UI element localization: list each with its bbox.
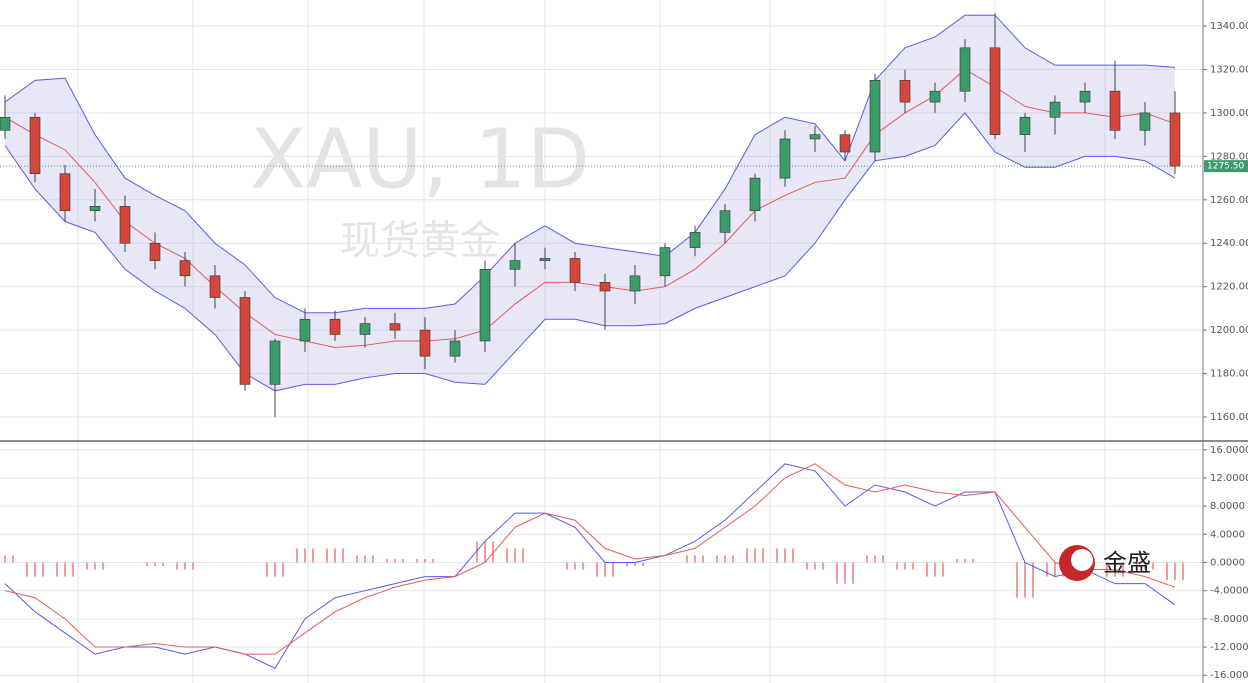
candle-body <box>119 206 131 244</box>
last-price-label: 1275.50 <box>1207 162 1244 172</box>
candle-body <box>209 275 221 298</box>
candle-body <box>809 134 821 140</box>
candle-body <box>629 275 641 292</box>
y-tick-label: 1280.00 <box>1210 151 1248 162</box>
y-tick-label: 1340.00 <box>1210 21 1248 32</box>
candle-body <box>239 297 251 385</box>
candle-body <box>719 210 731 233</box>
y-tick-label: 4.0000 <box>1210 529 1245 540</box>
bollinger-fill <box>5 15 1175 391</box>
candle-body <box>419 329 431 357</box>
candle-body <box>299 318 311 342</box>
candle-body <box>569 258 581 283</box>
candle-body <box>59 173 71 211</box>
candle-body <box>89 206 101 211</box>
candle-body <box>479 268 491 342</box>
watermark-subtitle: 现货黄金 <box>340 218 500 264</box>
macd-line <box>4 463 1176 669</box>
candle-body <box>839 134 851 153</box>
y-tick-label: 1300.00 <box>1210 108 1248 119</box>
candle-body <box>1049 101 1061 118</box>
y-tick-label: 1160.00 <box>1210 412 1248 423</box>
candle-body <box>509 260 521 270</box>
candle-body <box>269 340 281 385</box>
candle-body <box>749 177 761 211</box>
y-tick-label: -8.0000 <box>1210 614 1248 625</box>
watermark-title: XAU, 1D <box>250 112 590 207</box>
y-tick-label: 1220.00 <box>1210 282 1248 293</box>
y-tick-label: 1260.00 <box>1210 195 1248 206</box>
candle-body <box>899 80 911 103</box>
candle-body <box>869 80 881 153</box>
y-tick-label: 8.0000 <box>1210 501 1245 512</box>
y-tick-label: 12.0000 <box>1210 473 1248 484</box>
candle-body <box>329 318 341 335</box>
y-tick-label: 16.0000 <box>1210 445 1248 456</box>
candle-body <box>989 47 1001 135</box>
candle-body <box>779 138 791 179</box>
candle-body <box>149 242 161 261</box>
y-tick-label: 1200.00 <box>1210 325 1248 336</box>
y-tick-label: 1180.00 <box>1210 369 1248 380</box>
candle-body <box>689 232 701 248</box>
y-tick-label: -16.0000 <box>1210 670 1248 681</box>
candle-body <box>359 323 371 335</box>
bollinger-lower <box>4 112 1176 392</box>
logo-text: 金盛 <box>1103 549 1151 577</box>
candle-body <box>659 247 671 277</box>
logo-inner <box>1071 549 1093 571</box>
bollinger-middle <box>4 68 1176 348</box>
y-tick-label: 1240.00 <box>1210 238 1248 249</box>
y-tick-label: 0.0000 <box>1210 558 1245 569</box>
candle-body <box>599 282 611 292</box>
candle-body <box>179 260 191 277</box>
last-price-tag <box>1204 160 1248 173</box>
candle-body <box>1019 116 1031 135</box>
candle-body <box>1079 90 1091 103</box>
y-tick-label: -12.0000 <box>1210 642 1248 653</box>
candle-body <box>959 47 971 92</box>
candle-body <box>1139 112 1151 131</box>
y-tick-label: -4.0000 <box>1210 586 1248 597</box>
candle-body <box>389 323 401 331</box>
candle-body <box>29 116 41 175</box>
candle-body <box>1109 90 1121 131</box>
candle-body <box>929 90 941 103</box>
y-tick-label: 1320.00 <box>1210 64 1248 75</box>
candle-body <box>1169 112 1181 167</box>
candle-body <box>539 258 551 261</box>
candle-body <box>449 340 461 357</box>
bollinger-upper <box>4 14 1176 314</box>
candle-body <box>0 116 11 131</box>
signal-line <box>4 463 1176 655</box>
